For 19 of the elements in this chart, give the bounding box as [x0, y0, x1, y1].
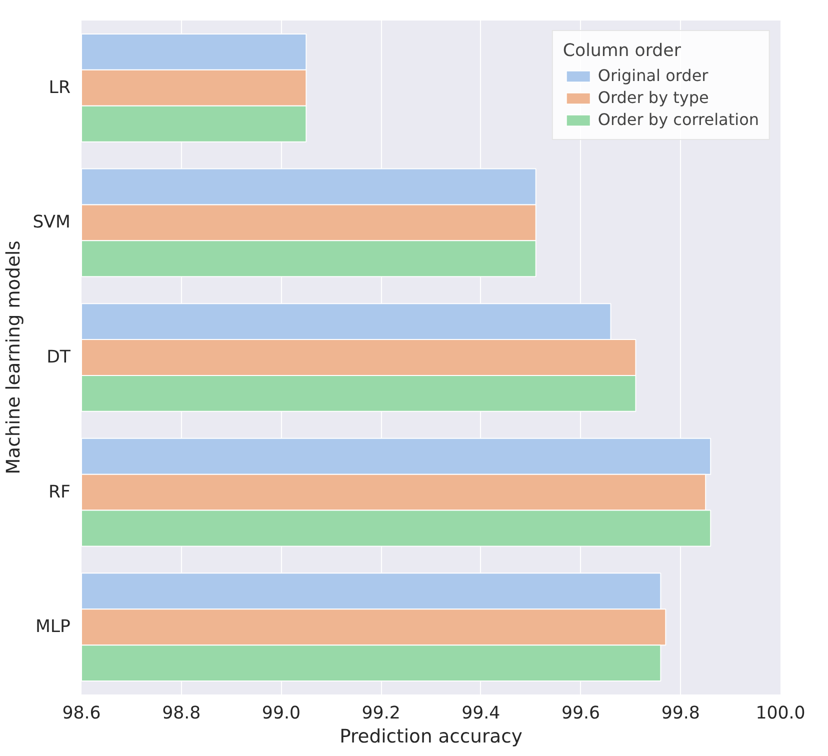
x-tick-label: 99.2	[362, 704, 400, 724]
y-tick-label: MLP	[35, 617, 71, 638]
x-tick-label: 99.8	[661, 704, 700, 724]
legend-label: Order by correlation	[598, 110, 759, 129]
x-tick-label: 100.0	[756, 704, 806, 724]
x-tick-label: 99.6	[561, 704, 600, 724]
x-tick-label: 98.6	[62, 704, 101, 724]
x-tick-label: 98.8	[162, 704, 201, 724]
y-tick-label: DT	[46, 348, 71, 368]
legend-label: Original order	[598, 66, 708, 85]
y-tick-label: SVM	[32, 212, 71, 233]
x-axis-title: Prediction accuracy	[340, 726, 522, 748]
x-tick-label: 99.0	[262, 704, 301, 724]
y-tick-label: LR	[48, 78, 71, 98]
x-tick-label: 99.4	[462, 704, 500, 724]
y-axis-title: Machine learning models	[4, 240, 25, 474]
legend-title: Column order	[562, 41, 682, 61]
y-tick-label: RF	[48, 482, 71, 502]
legend-label: Order by type	[598, 88, 709, 107]
